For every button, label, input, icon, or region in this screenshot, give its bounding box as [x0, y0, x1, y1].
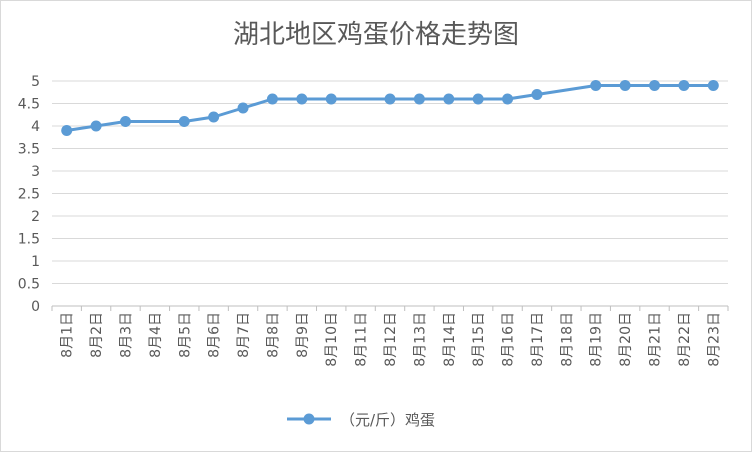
x-tick-label: 8月4日 — [148, 312, 164, 358]
x-tick-label: 8月21日 — [648, 312, 664, 367]
data-point — [707, 80, 719, 91]
x-tick-label: 8月12日 — [383, 312, 399, 367]
x-tick-label: 8月6日 — [207, 312, 223, 358]
x-tick-label: 8月10日 — [324, 312, 340, 367]
x-tick-label: 8月13日 — [412, 312, 428, 367]
legend-point-marker — [303, 413, 315, 425]
data-point — [296, 93, 308, 105]
x-tick-label: 8月3日 — [118, 312, 134, 358]
x-tick-label: 8月2日 — [89, 312, 105, 358]
data-point — [61, 125, 73, 136]
data-point — [590, 80, 602, 91]
y-axis-ticks: 0 0.5 1 1.5 2 2.5 3 3.5 4 4.5 5 — [18, 74, 40, 315]
x-tick-label: 8月16日 — [501, 312, 517, 367]
y-tick-label: 1 — [31, 254, 40, 270]
gridlines — [52, 80, 728, 307]
x-tick-label: 8月18日 — [559, 312, 575, 367]
data-point — [325, 93, 337, 105]
y-tick-label: 3 — [31, 164, 40, 180]
y-tick-label: 2.5 — [18, 187, 40, 203]
series-layer — [61, 80, 719, 136]
x-tick-label: 8月22日 — [677, 312, 693, 367]
data-point — [413, 93, 425, 105]
data-point — [619, 80, 631, 91]
y-tick-label: 4 — [31, 119, 40, 135]
x-tick-label: 8月14日 — [442, 312, 458, 367]
x-tick-label: 8月5日 — [177, 312, 193, 358]
data-point — [119, 116, 131, 127]
data-point — [443, 93, 455, 105]
y-tick-label: 1.5 — [18, 232, 40, 248]
x-tick-label: 8月15日 — [471, 312, 487, 367]
data-point — [678, 80, 690, 91]
legend: （元/斤）鸡蛋 — [287, 411, 435, 429]
data-point — [178, 116, 190, 127]
x-tick-label: 8月19日 — [589, 312, 605, 367]
y-tick-label: 0.5 — [18, 277, 40, 293]
data-point — [90, 120, 102, 132]
x-tick-label: 8月20日 — [618, 312, 634, 367]
data-point — [384, 93, 396, 105]
data-point — [649, 80, 661, 91]
legend-label: （元/斤）鸡蛋 — [340, 411, 435, 429]
data-point — [266, 93, 278, 105]
y-tick-label: 5 — [31, 74, 40, 90]
x-tick-label: 8月11日 — [354, 312, 370, 367]
y-tick-label: 2 — [31, 209, 40, 225]
chart-title: 湖北地区鸡蛋价格走势图 — [233, 20, 519, 50]
y-tick-label: 4.5 — [18, 97, 40, 113]
y-tick-label: 3.5 — [18, 142, 40, 158]
x-tick-label: 8月7日 — [236, 312, 252, 358]
series-line — [66, 84, 714, 132]
y-tick-label: 0 — [31, 299, 40, 315]
x-tick-label: 8月9日 — [295, 312, 311, 358]
data-point — [502, 93, 514, 105]
x-tick-label: 8月23日 — [706, 312, 722, 367]
x-axis-ticks: 8月1日 8月2日 8月3日 8月4日 8月5日 8月6日 8月7日 8月8日 8月9日 8月10… — [60, 312, 723, 367]
data-point — [208, 111, 220, 123]
x-tick-label: 8月8日 — [265, 312, 281, 358]
x-tick-label: 8月1日 — [60, 312, 76, 358]
data-point — [237, 102, 249, 114]
x-axis — [51, 305, 729, 311]
data-point — [531, 89, 543, 100]
data-point — [472, 93, 484, 105]
x-tick-label: 8月17日 — [530, 312, 546, 367]
